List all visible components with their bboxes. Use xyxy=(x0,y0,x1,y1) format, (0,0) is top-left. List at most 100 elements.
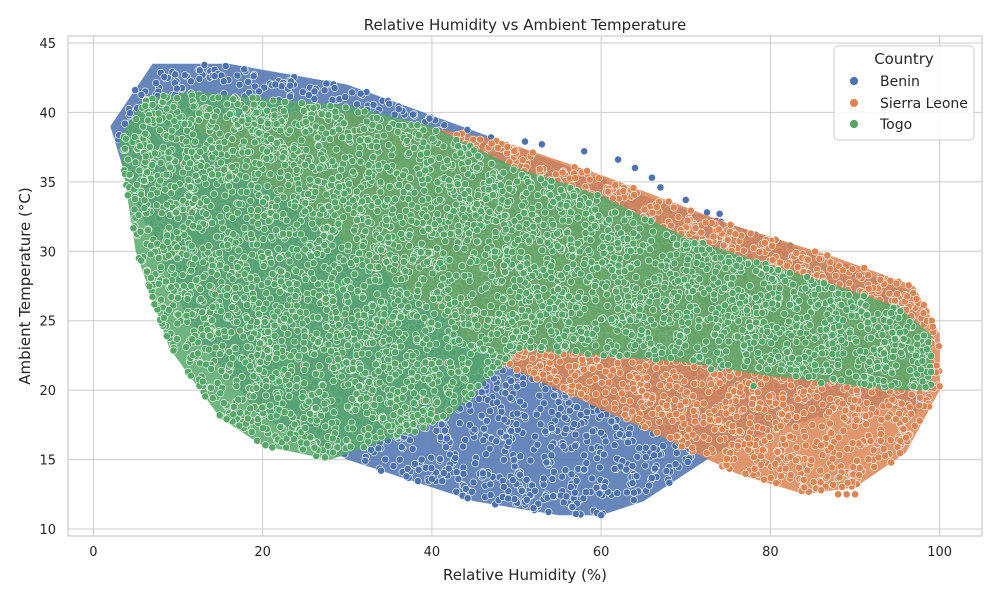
data-point xyxy=(710,425,719,434)
data-point xyxy=(573,403,581,412)
data-point xyxy=(512,420,521,429)
data-point xyxy=(559,442,568,451)
data-point xyxy=(496,428,505,437)
data-point xyxy=(455,419,464,428)
data-point xyxy=(690,379,699,388)
data-point xyxy=(649,444,658,452)
data-point xyxy=(348,88,356,97)
data-point xyxy=(628,358,637,367)
data-point xyxy=(692,400,701,409)
data-point xyxy=(504,494,512,503)
data-point xyxy=(559,383,568,392)
data-point xyxy=(757,460,765,469)
data-point xyxy=(683,458,692,466)
data-point xyxy=(896,449,904,457)
data-point xyxy=(486,407,494,415)
data-point xyxy=(501,388,510,397)
data-point xyxy=(542,458,551,467)
data-point xyxy=(547,451,556,460)
data-point xyxy=(522,475,531,484)
data-point xyxy=(560,413,569,422)
data-point xyxy=(749,471,758,480)
data-point xyxy=(629,384,638,393)
data-point xyxy=(910,421,919,430)
data-point xyxy=(795,463,804,472)
data-point xyxy=(839,266,847,275)
data-point xyxy=(629,184,638,193)
data-point xyxy=(671,460,680,469)
data-point xyxy=(612,423,620,432)
data-point xyxy=(471,459,480,468)
data-point xyxy=(478,469,487,478)
data-point xyxy=(610,441,619,450)
data-point xyxy=(595,463,604,472)
data-point xyxy=(610,464,619,473)
data-point xyxy=(562,425,570,433)
data-point xyxy=(500,455,508,464)
data-point xyxy=(597,511,606,520)
data-point xyxy=(126,109,134,117)
data-point xyxy=(828,463,836,472)
data-point xyxy=(452,468,461,476)
data-point xyxy=(869,446,878,454)
data-point xyxy=(645,481,653,490)
data-point xyxy=(479,436,488,445)
data-point xyxy=(516,470,524,479)
data-point xyxy=(811,247,819,256)
data-point xyxy=(570,420,579,428)
data-point xyxy=(513,409,522,418)
data-point xyxy=(601,437,610,446)
data-point xyxy=(171,70,180,79)
data-point xyxy=(172,84,181,93)
data-point xyxy=(353,100,361,109)
data-point xyxy=(548,475,557,483)
data-point xyxy=(534,499,543,508)
data-point xyxy=(540,399,548,408)
data-point xyxy=(394,105,403,114)
data-point xyxy=(808,405,817,414)
data-point xyxy=(786,432,794,441)
data-point xyxy=(529,504,538,513)
data-point xyxy=(640,205,649,214)
data-point xyxy=(674,213,683,221)
data-point xyxy=(624,430,633,438)
data-point xyxy=(137,90,146,99)
data-point xyxy=(492,384,501,393)
data-point xyxy=(629,496,638,504)
data-point xyxy=(588,427,597,436)
data-point xyxy=(716,435,725,444)
data-point xyxy=(459,442,467,451)
data-point xyxy=(633,452,642,461)
data-point xyxy=(662,467,671,475)
data-point xyxy=(681,195,690,204)
data-point xyxy=(648,474,656,482)
data-point xyxy=(648,173,656,182)
data-point xyxy=(585,377,594,386)
data-point xyxy=(893,290,901,298)
data-point xyxy=(561,466,570,475)
data-point xyxy=(219,77,228,86)
data-point xyxy=(630,488,638,497)
data-point xyxy=(760,475,768,484)
data-point xyxy=(818,400,827,409)
data-point xyxy=(618,380,627,388)
data-point xyxy=(195,66,204,75)
data-point xyxy=(756,380,765,389)
data-point xyxy=(812,392,821,401)
data-point xyxy=(310,87,319,96)
data-point xyxy=(255,87,263,96)
data-point xyxy=(672,449,681,457)
data-point xyxy=(600,483,609,491)
data-point xyxy=(628,479,637,487)
data-point xyxy=(381,455,390,464)
data-point xyxy=(438,477,447,485)
data-point xyxy=(623,488,631,497)
data-point xyxy=(691,417,699,426)
data-point xyxy=(510,462,519,471)
data-point xyxy=(480,424,488,433)
data-point xyxy=(669,203,678,212)
data-point xyxy=(413,477,422,485)
data-point xyxy=(688,443,697,452)
data-point xyxy=(538,140,546,149)
data-point xyxy=(934,342,943,351)
